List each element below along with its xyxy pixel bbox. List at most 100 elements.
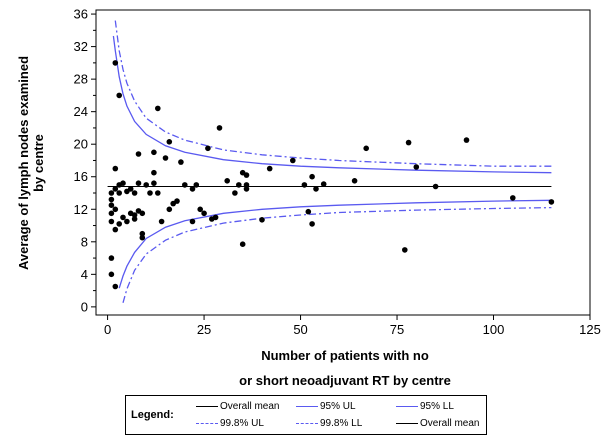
x-tick-label: 125 bbox=[579, 322, 601, 337]
data-point bbox=[155, 105, 161, 112]
data-point bbox=[224, 178, 230, 184]
data-point bbox=[309, 173, 315, 180]
data-point bbox=[135, 180, 142, 186]
data-point bbox=[131, 212, 138, 218]
data-point bbox=[510, 195, 516, 201]
data-point bbox=[112, 206, 119, 213]
data-point bbox=[201, 210, 207, 217]
x-tick-label: 0 bbox=[104, 322, 111, 337]
data-point bbox=[131, 190, 138, 196]
data-point bbox=[402, 247, 408, 253]
limit-998-ll-line bbox=[122, 206, 552, 303]
data-point bbox=[147, 190, 153, 196]
legend: Legend: Overall mean 95% UL 95% LL 99.8%… bbox=[125, 395, 487, 435]
data-point bbox=[139, 210, 146, 217]
data-point bbox=[127, 186, 134, 192]
y-axis-title-line-2: by centre bbox=[31, 134, 46, 192]
y-axis-title-line-1: Average of lymph nodes examined bbox=[16, 56, 31, 270]
data-point bbox=[413, 164, 420, 170]
data-point bbox=[178, 159, 184, 165]
legend-entry-95-ll: 95% LL bbox=[396, 400, 454, 414]
data-point bbox=[320, 181, 327, 187]
legend-sample-solid-blue bbox=[396, 405, 418, 407]
data-point bbox=[313, 186, 319, 192]
data-point bbox=[116, 190, 122, 196]
y-tick-label: 8 bbox=[81, 234, 88, 249]
data-point bbox=[151, 169, 157, 176]
data-point bbox=[108, 255, 115, 261]
x-axis: 0 25 50 75 100 125 bbox=[104, 315, 601, 337]
x-tick-label: 75 bbox=[390, 322, 404, 337]
data-point bbox=[174, 198, 180, 204]
data-points bbox=[108, 60, 555, 290]
data-point bbox=[232, 190, 238, 196]
data-point bbox=[166, 139, 173, 145]
data-point bbox=[116, 221, 122, 227]
data-point bbox=[259, 217, 265, 223]
x-tick-label: 50 bbox=[293, 322, 307, 337]
y-tick-label: 28 bbox=[74, 72, 88, 87]
data-point bbox=[139, 230, 146, 237]
data-point bbox=[182, 182, 188, 188]
control-limit-lines bbox=[112, 20, 552, 303]
data-point bbox=[151, 180, 157, 186]
y-tick-label: 12 bbox=[74, 202, 88, 217]
data-point bbox=[189, 186, 196, 192]
data-point bbox=[290, 157, 296, 164]
data-point bbox=[197, 206, 203, 213]
data-point bbox=[108, 271, 115, 278]
plot-area bbox=[95, 9, 591, 316]
data-point bbox=[112, 165, 119, 172]
data-point bbox=[131, 216, 138, 222]
data-point bbox=[112, 186, 119, 192]
data-point bbox=[112, 226, 119, 233]
legend-sample-dashdot-blue bbox=[296, 422, 318, 424]
y-tick-label: 0 bbox=[81, 299, 88, 314]
data-point bbox=[236, 182, 242, 188]
x-tick-label: 100 bbox=[483, 322, 505, 337]
limit-998-ul-line bbox=[114, 20, 552, 167]
data-point bbox=[193, 182, 200, 188]
data-point bbox=[151, 149, 157, 156]
y-tick-label: 32 bbox=[74, 39, 88, 54]
data-point bbox=[108, 190, 115, 196]
data-point bbox=[155, 190, 161, 196]
data-point bbox=[166, 206, 173, 213]
legend-label: Overall mean bbox=[420, 418, 480, 429]
legend-sample-dashdot-blue bbox=[196, 422, 218, 424]
data-point bbox=[135, 151, 142, 157]
y-tick-label: 24 bbox=[74, 104, 88, 119]
legend-entry-overall-mean: Overall mean bbox=[196, 400, 279, 414]
data-point bbox=[243, 182, 250, 188]
data-point bbox=[124, 218, 130, 225]
legend-label: 99.8% LL bbox=[320, 418, 363, 429]
data-point bbox=[212, 214, 219, 221]
data-point bbox=[108, 196, 115, 203]
plot-frame bbox=[95, 9, 591, 316]
data-point bbox=[301, 182, 308, 188]
legend-entry-95-ul: 95% UL bbox=[296, 400, 356, 414]
legend-label: Overall mean bbox=[220, 401, 280, 412]
x-tick-label: 25 bbox=[197, 322, 211, 337]
legend-sample-solid-black bbox=[396, 422, 418, 424]
y-tick-label: 36 bbox=[74, 7, 88, 22]
data-point bbox=[143, 182, 149, 188]
data-point bbox=[158, 218, 165, 225]
data-point bbox=[116, 92, 122, 99]
data-point bbox=[305, 208, 312, 215]
y-tick-label: 16 bbox=[74, 169, 88, 184]
data-point bbox=[205, 145, 211, 152]
data-point bbox=[239, 241, 246, 247]
data-point bbox=[162, 155, 169, 161]
legend-entry-998-ul: 99.8% UL bbox=[196, 417, 264, 431]
legend-entry-overall-mean-2: Overall mean bbox=[396, 417, 479, 431]
data-point bbox=[112, 60, 119, 66]
legend-entry-998-ll: 99.8% LL bbox=[296, 417, 362, 431]
y-tick-label: 4 bbox=[81, 267, 88, 282]
y-tick-label: 20 bbox=[74, 137, 88, 152]
data-point bbox=[309, 221, 315, 227]
data-point bbox=[139, 234, 146, 241]
data-point bbox=[216, 125, 223, 131]
legend-title: Legend: bbox=[131, 409, 174, 421]
data-point bbox=[266, 165, 273, 172]
